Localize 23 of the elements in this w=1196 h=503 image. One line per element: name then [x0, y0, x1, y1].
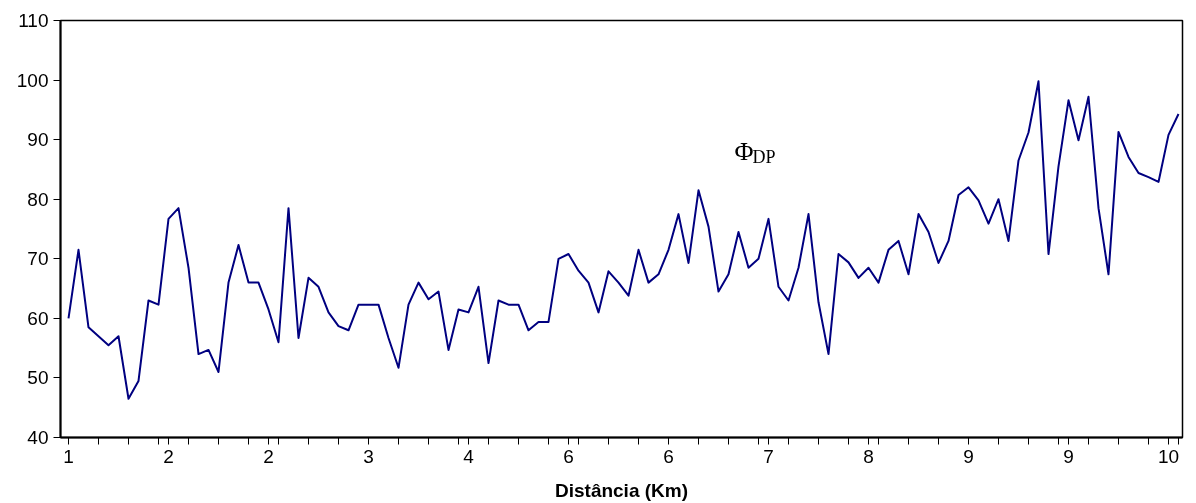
x-tick-label: 7	[763, 445, 774, 467]
x-tick-label: 6	[563, 445, 574, 467]
y-tick-label: 100	[16, 69, 49, 91]
y-tick-label: 90	[27, 129, 49, 151]
x-tick-label: 8	[863, 445, 874, 467]
x-tick-label: 1	[63, 445, 74, 467]
x-tick-label: 3	[363, 445, 374, 467]
y-tick-label: 60	[27, 307, 49, 329]
y-tick-label: 80	[27, 188, 49, 210]
x-tick-label: 4	[463, 445, 475, 467]
line-series	[67, 80, 1180, 400]
x-tick-label: 10	[1157, 445, 1180, 467]
y-tick-label: 50	[27, 367, 49, 389]
x-tick-label: 2	[263, 445, 274, 467]
x-tick-label: 9	[1063, 445, 1074, 467]
x-tick-label: 9	[963, 445, 974, 467]
x-tick-label: 2	[163, 445, 174, 467]
y-tick-label: 110	[18, 10, 49, 31]
y-tick-label: 70	[27, 248, 49, 270]
annotation: ΦDP	[734, 137, 776, 167]
x-tick-label: 6	[663, 445, 674, 467]
x-axis-title: Distância (Km)	[554, 479, 689, 501]
y-tick-label: 40	[27, 427, 49, 448]
